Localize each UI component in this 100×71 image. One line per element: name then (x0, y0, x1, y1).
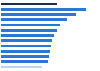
Bar (1, 45, 51, 47)
Bar (1, 3, 56, 5)
Bar (1, 18, 67, 21)
Bar (1, 13, 76, 16)
Bar (1, 66, 42, 68)
Bar (1, 39, 52, 42)
Bar (1, 55, 49, 58)
Bar (1, 8, 86, 11)
Bar (1, 29, 56, 32)
Bar (1, 34, 54, 37)
Bar (1, 60, 48, 63)
Bar (1, 24, 60, 26)
Bar (1, 50, 50, 53)
